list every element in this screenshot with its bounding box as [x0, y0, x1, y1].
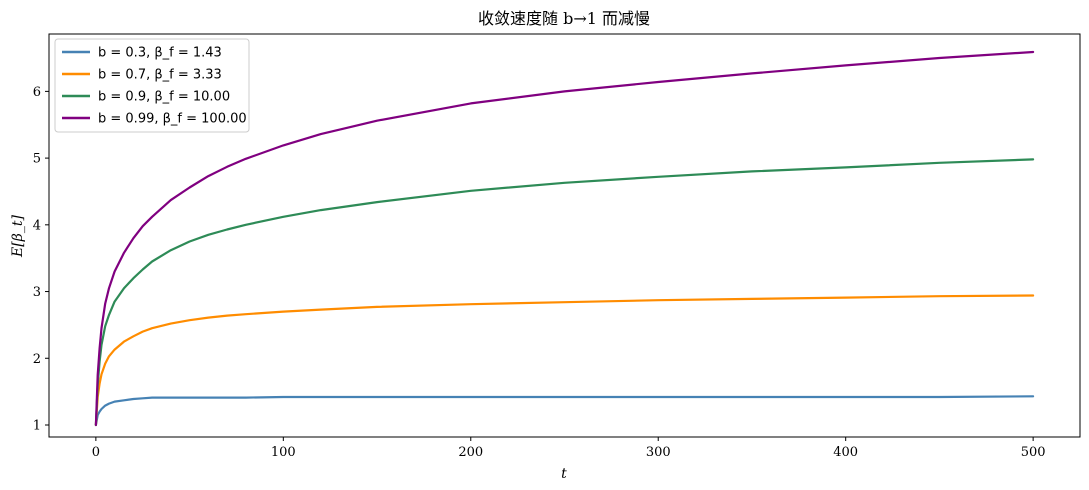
y-tick-label: 2	[33, 352, 41, 367]
y-tick-label: 4	[33, 218, 41, 233]
series-line-2	[94, 294, 1035, 427]
x-axis-ticks: 0 100 200 300 400 500	[92, 437, 1046, 460]
y-axis-label: E[β_t]	[10, 215, 26, 258]
legend-label-4: b = 0.99, β_f = 100.00	[98, 112, 247, 127]
legend-items: b = 0.3, β_f = 1.43 b = 0.7, β_f = 3.33 b …	[62, 46, 247, 127]
series-line-3	[94, 158, 1035, 427]
legend-label-2: b = 0.7, β_f = 3.33	[98, 68, 222, 83]
legend: b = 0.3, β_f = 1.43 b = 0.7, β_f = 3.33 b …	[54, 38, 250, 133]
plot-lines	[94, 50, 1035, 427]
legend-label-3: b = 0.9, β_f = 10.00	[98, 90, 230, 105]
legend-label-1: b = 0.3, β_f = 1.43	[98, 46, 222, 61]
x-tick-label: 200	[458, 445, 483, 460]
x-tick-label: 500	[1021, 445, 1046, 460]
plot-frame	[48, 33, 1081, 438]
x-tick-label: 300	[646, 445, 671, 460]
y-axis-ticks: 1 2 3 4 5 6	[33, 85, 49, 433]
x-tick-label: 400	[833, 445, 858, 460]
y-tick-label: 3	[33, 285, 41, 300]
y-tick-label: 6	[33, 85, 41, 100]
x-tick-label: 100	[271, 445, 296, 460]
chart-title: 收敛速度随 b→1 而减慢	[478, 9, 650, 28]
y-tick-label: 1	[33, 418, 41, 433]
series-line-1	[94, 395, 1035, 427]
x-axis-label: t	[561, 466, 567, 482]
series-line-4	[94, 50, 1035, 427]
x-tick-label: 0	[92, 445, 100, 460]
legend-box	[54, 38, 250, 133]
y-tick-label: 5	[33, 152, 41, 167]
